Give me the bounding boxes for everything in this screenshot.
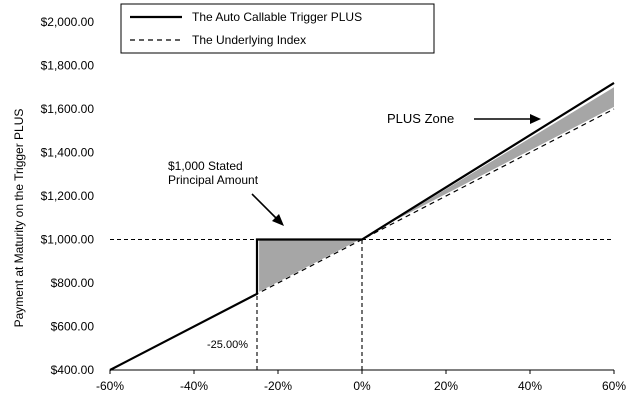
x-tick-label: -40% xyxy=(180,379,208,393)
principal-label-line1: $1,000 Stated xyxy=(168,159,243,173)
legend-box xyxy=(120,3,435,54)
x-tick-label: -60% xyxy=(96,379,124,393)
x-tick-label: 40% xyxy=(518,379,542,393)
x-tick-label: -20% xyxy=(264,379,292,393)
y-tick-label: $600.00 xyxy=(51,320,95,334)
annotation-principal: $1,000 Stated Principal Amount xyxy=(168,159,284,226)
y-tick-labels: $400.00 $600.00 $800.00 $1,000.00 $1,200.00 $… xyxy=(41,15,95,377)
shaded-region-0 xyxy=(259,239,360,292)
trigger-level-label: -25.00% xyxy=(207,339,248,351)
y-tick-label: $1,000.00 xyxy=(41,233,95,247)
y-tick-label: $800.00 xyxy=(51,276,95,290)
principal-arrow-shaft xyxy=(251,193,280,222)
x-tick-label: 0% xyxy=(353,379,371,393)
y-tick-label: $2,000.00 xyxy=(41,15,95,29)
series-lines xyxy=(109,81,615,371)
principal-arrow-head xyxy=(272,214,284,226)
reference-lines xyxy=(110,238,614,370)
x-tick-labels: -60% -40% -20% 0% 20% 40% 60% xyxy=(96,370,626,393)
y-tick-label: $1,200.00 xyxy=(41,189,95,203)
plus-zone-label: PLUS Zone xyxy=(387,111,454,126)
y-tick-label: $1,400.00 xyxy=(41,146,95,160)
y-tick-label: $1,600.00 xyxy=(41,102,95,116)
annotation-plus-zone: PLUS Zone xyxy=(387,111,541,126)
shaded-regions xyxy=(259,87,614,292)
legend-label-underlying: The Underlying Index xyxy=(192,33,306,47)
series-line-trigger-plus xyxy=(109,81,615,371)
x-tick-label: 20% xyxy=(434,379,458,393)
y-tick-label: $1,800.00 xyxy=(41,59,95,73)
legend-label-trigger-plus: The Auto Callable Trigger PLUS xyxy=(192,10,362,24)
x-tick-label: 60% xyxy=(602,379,626,393)
legend: The Auto Callable Trigger PLUS The Under… xyxy=(120,3,435,54)
y-axis-label: Payment at Maturity on the Trigger PLUS xyxy=(12,109,26,328)
shaded-region-1 xyxy=(391,87,614,223)
plus-zone-arrow-head xyxy=(530,114,541,124)
y-tick-label: $400.00 xyxy=(51,363,95,377)
principal-label-line2: Principal Amount xyxy=(168,173,259,187)
